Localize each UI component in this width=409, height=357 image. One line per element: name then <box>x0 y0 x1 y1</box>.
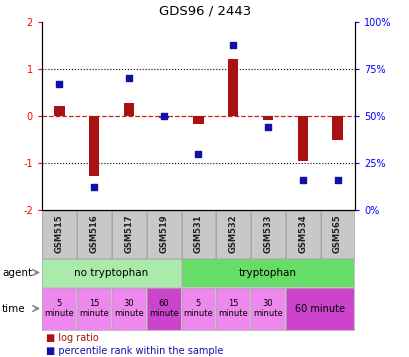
Text: 5
minute: 5 minute <box>183 299 213 318</box>
Text: GSM531: GSM531 <box>193 215 202 253</box>
Text: ■ log ratio: ■ log ratio <box>46 333 99 343</box>
Text: GSM515: GSM515 <box>55 215 64 253</box>
Point <box>229 42 236 47</box>
Text: 60 minute: 60 minute <box>294 303 344 313</box>
Text: 30
minute: 30 minute <box>253 299 282 318</box>
Text: time: time <box>2 303 26 313</box>
Point <box>299 177 306 183</box>
Bar <box>262 116 273 120</box>
Bar <box>54 106 65 116</box>
Bar <box>89 116 99 176</box>
Point <box>264 125 271 130</box>
Text: GSM565: GSM565 <box>332 215 341 253</box>
Point <box>91 185 97 190</box>
Bar <box>193 116 203 125</box>
Point <box>160 113 166 119</box>
Text: agent: agent <box>2 267 32 277</box>
Text: GDS96 / 2443: GDS96 / 2443 <box>159 5 250 18</box>
Text: 60
minute: 60 minute <box>148 299 178 318</box>
Text: ■ percentile rank within the sample: ■ percentile rank within the sample <box>46 346 223 356</box>
Text: GSM533: GSM533 <box>263 215 272 253</box>
Bar <box>227 59 238 116</box>
Point <box>195 151 201 156</box>
Text: 15
minute: 15 minute <box>218 299 247 318</box>
Bar <box>124 103 134 116</box>
Point <box>56 81 63 87</box>
Text: 15
minute: 15 minute <box>79 299 109 318</box>
Point <box>333 177 340 183</box>
Text: GSM517: GSM517 <box>124 215 133 253</box>
Text: GSM532: GSM532 <box>228 215 237 253</box>
Text: GSM534: GSM534 <box>298 215 307 253</box>
Bar <box>158 116 169 119</box>
Text: 30
minute: 30 minute <box>114 299 144 318</box>
Bar <box>297 116 307 161</box>
Text: tryptophan: tryptophan <box>238 267 297 277</box>
Text: GSM516: GSM516 <box>90 215 99 253</box>
Bar <box>332 116 342 140</box>
Text: 5
minute: 5 minute <box>45 299 74 318</box>
Point <box>125 76 132 81</box>
Text: no tryptophan: no tryptophan <box>74 267 148 277</box>
Text: GSM519: GSM519 <box>159 215 168 253</box>
